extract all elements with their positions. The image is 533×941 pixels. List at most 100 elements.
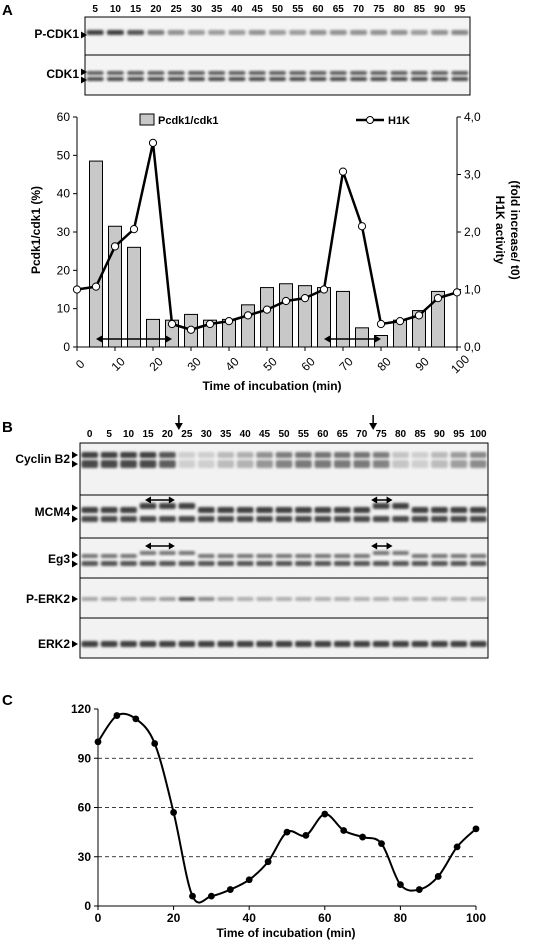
blot-b-time-label: 95 <box>453 429 465 440</box>
panel-c-xtick-label: 20 <box>167 911 181 925</box>
h1k-point <box>395 317 405 326</box>
blot-a-time-label: 45 <box>252 4 264 15</box>
erk2-band <box>139 641 157 647</box>
eg3-band-upper <box>178 551 196 555</box>
blot-a-time-label: 50 <box>272 4 284 15</box>
cyclin-b2-band-upper <box>333 452 351 458</box>
mcm4-band-lower <box>139 516 157 522</box>
blot-a-time-label: 35 <box>211 4 223 15</box>
erk2-band <box>197 641 215 647</box>
erk2-strip-frame <box>79 617 489 659</box>
mcm4-band-lower <box>333 516 351 522</box>
cyclin-b2-band-upper <box>139 452 157 458</box>
h1k-point <box>129 225 139 234</box>
blot-b-time-label: 0 <box>87 429 93 440</box>
p-cdk1-band <box>410 30 428 35</box>
blot-a-time-label: 90 <box>434 4 446 15</box>
cdk1-band-lower <box>451 77 469 81</box>
blot-b-time-label: 70 <box>356 429 368 440</box>
eg3-band-upper <box>372 551 390 555</box>
erk2-pointer <box>72 640 78 648</box>
panel-a-xtick-label: 20 <box>146 354 166 374</box>
panel-c-ytick-label: 0 <box>84 899 91 913</box>
panel-c-point <box>208 892 215 900</box>
panel-a-xlabel: Time of incubation (min) <box>202 379 341 393</box>
blot-a-time-label: 30 <box>191 4 203 15</box>
blot-b-time-label: 25 <box>181 429 193 440</box>
mcm4-band-lower <box>353 516 371 522</box>
eg3-band-lower <box>256 561 273 566</box>
mcm4-band-lower <box>314 516 332 522</box>
cyclin-b2-band-upper <box>81 452 99 458</box>
p-erk2-band <box>392 597 409 601</box>
panel-c-xtick-label: 60 <box>318 911 332 925</box>
eg3-band-lower <box>275 561 293 566</box>
blot-b-time-label: 10 <box>123 429 135 440</box>
eg3-band-upper <box>411 554 429 558</box>
p-cdk1-band <box>86 30 104 35</box>
eg3-band-lower <box>392 561 409 566</box>
cyclin-b2-band-lower <box>353 460 371 468</box>
cyclin-b2-band-lower <box>295 460 312 468</box>
cyclin-b2-strip-frame <box>79 442 489 496</box>
blot-b-time-label: 55 <box>298 429 310 440</box>
panel-a-chart: 0 10 20 30 40 50 60 0,0 1,0 2,0 3,0 4,0 0 10 20 30 40 50 6… <box>57 110 481 376</box>
cdk1-band-upper <box>208 71 226 75</box>
blot-a-time-label: 95 <box>454 4 466 15</box>
eg3-band-upper <box>314 554 332 558</box>
erk2-band <box>178 641 196 647</box>
p-erk2-band <box>159 597 176 601</box>
erk2-band <box>295 641 312 647</box>
blot-b-time-label: 35 <box>220 429 232 440</box>
p-erk2-band <box>178 597 196 601</box>
cyclin-b2-band-upper <box>197 452 215 458</box>
h1k-point <box>224 317 234 326</box>
mcm4-band-lower <box>411 516 429 522</box>
eg3-band-upper <box>392 551 409 555</box>
legend-bar-swatch <box>139 113 155 126</box>
cyclin-b2-band-upper <box>120 452 137 458</box>
mcm4-band-upper <box>236 507 254 513</box>
panel-c-point <box>453 843 461 851</box>
eg3-band-upper <box>100 554 118 558</box>
panel-c-point <box>151 740 159 747</box>
mcm4-shift-arrow-late-head-right <box>386 496 393 504</box>
cyclin-b2-band-lower <box>256 460 273 468</box>
blot-label-p-erk2: P-ERK2 <box>26 592 70 606</box>
eg3-band-lower <box>139 561 157 566</box>
p-erk2-band <box>295 597 312 601</box>
mcm4-band-lower <box>120 516 137 522</box>
panel-c-chart: 0 30 60 90 120 0 20 40 60 80 100 <box>71 702 486 925</box>
h1k-point <box>167 319 177 329</box>
p-cdk1-band <box>329 30 347 35</box>
cdk1-band-pointer-upper <box>81 68 87 76</box>
cyclin-b2-band-upper <box>411 452 429 458</box>
h1k-point <box>262 305 272 314</box>
cdk1-band-lower <box>350 77 368 81</box>
erk2-band <box>159 641 176 647</box>
eg3-pointer-lower <box>72 560 78 568</box>
panel-a-y2tick-label: 4,0 <box>464 110 481 124</box>
blot-b-time-label: 30 <box>201 429 213 440</box>
erk2-band <box>217 641 235 647</box>
cyclin-b2-band-lower <box>217 460 235 468</box>
cyclin-b2-band-upper <box>159 452 176 458</box>
mcm4-pointer-upper <box>72 504 78 512</box>
panel-a-y2tick-label: 2,0 <box>464 225 481 239</box>
mcm4-band-lower <box>197 516 215 522</box>
cyclin-b2-band-lower <box>333 460 351 468</box>
panel-a-ytick-label: 30 <box>57 225 71 239</box>
blot-b-time-label: 100 <box>470 429 487 440</box>
eg3-band-upper <box>256 554 273 558</box>
mcm4-band-upper <box>197 507 215 513</box>
cyclin-b2-band-upper <box>275 452 293 458</box>
panel-a-interval-arrow-0-head-left <box>96 335 102 343</box>
p-erk2-band <box>217 597 235 601</box>
panel-a-ytick-label: 40 <box>57 187 71 201</box>
blot-b-time-label: 80 <box>395 429 407 440</box>
cyclin-b2-band-upper <box>372 452 390 458</box>
cyclin-b2-band-lower <box>275 460 293 468</box>
eg3-band-upper <box>469 554 487 558</box>
h1k-point <box>414 311 424 320</box>
panel-a-ytick-label: 10 <box>57 302 71 316</box>
